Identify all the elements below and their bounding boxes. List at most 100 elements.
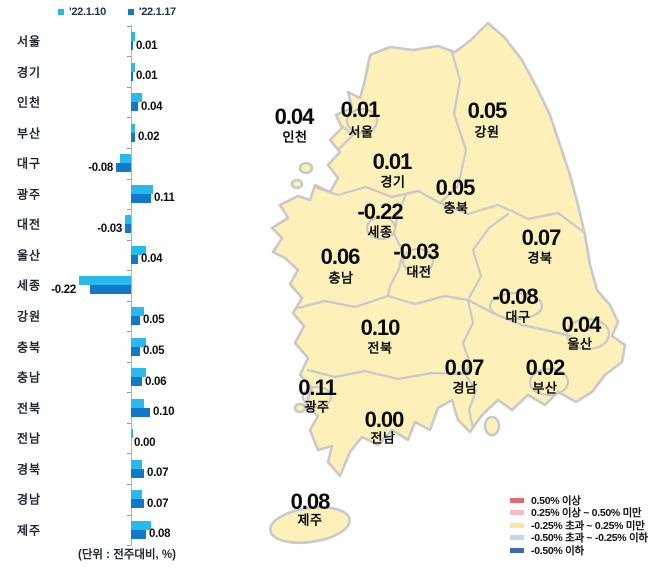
bar-category-label: 경기: [17, 65, 42, 80]
map-legend-swatch-icon: [510, 522, 524, 528]
map-border-gyeonggi-south: [313, 185, 442, 205]
bar-category-label: 전북: [17, 401, 42, 416]
map-region-value: 0.05: [435, 175, 476, 200]
chart-axis-tick: [127, 270, 131, 272]
map-island: [290, 178, 304, 190]
bar-week1: [131, 368, 146, 378]
map-border-chungbuk-gyeongbuk: [466, 212, 510, 302]
map-mainland-outline: [270, 21, 627, 478]
map-island-jeju: [269, 505, 351, 545]
bar-week1: [131, 429, 133, 439]
bar-week2: [131, 254, 138, 264]
chart-axis: [131, 25, 132, 546]
bar-category-label: 대구: [17, 156, 42, 171]
bar-value-label: -0.22: [51, 283, 76, 296]
map-legend-row: 0.50% 이상: [510, 494, 648, 507]
bar-week2: [131, 346, 140, 356]
bar-value-label: -0.08: [88, 161, 113, 174]
chart-axis-tick: [127, 239, 131, 241]
map-border-incheon: [337, 124, 355, 151]
bar-category-label: 인천: [17, 95, 42, 110]
map-region-name: 광주: [304, 399, 330, 415]
bar-week1: [131, 245, 146, 255]
bar-week1: [131, 32, 135, 41]
bar-week1: [125, 215, 131, 225]
bar-category-label: 충북: [17, 340, 42, 354]
bar-week2: [131, 407, 150, 417]
map-region-value: 0.01: [340, 97, 381, 122]
chart-axis-tick: [127, 117, 131, 119]
chart-axis-tick: [127, 514, 131, 516]
map-region-value: 0.02: [525, 355, 566, 380]
map-region-value: 0.07: [444, 355, 485, 380]
chart-axis-tick: [127, 453, 131, 455]
map-region-value: -0.22: [357, 199, 403, 224]
chart-axis-tick: [127, 178, 131, 180]
bar-week1: [131, 520, 151, 530]
map-border-gwangju: [301, 385, 333, 409]
bar-week1: [79, 276, 131, 286]
bar-week2: [131, 71, 133, 81]
map-region-value: 0.05: [467, 98, 508, 123]
bar-week1: [131, 123, 135, 133]
chart-legend-label: '22.1.17: [138, 6, 176, 18]
map-region-name: 부산: [532, 380, 558, 396]
bar-value-label: 0.07: [147, 467, 169, 480]
map-region-value: 0.04: [274, 104, 315, 129]
bar-week1: [131, 337, 146, 347]
map-legend-label: 0.50% 이상: [531, 494, 581, 507]
bar-category-label: 제주: [17, 523, 42, 538]
map-region-name: 충남: [328, 270, 354, 286]
unit-note: (단위 : 전주대비, %): [78, 549, 176, 561]
bar-value-label: 0.04: [141, 253, 163, 266]
map-region-value: 0.07: [521, 225, 562, 250]
bar-week1: [131, 490, 142, 500]
bar-category-label: 충남: [17, 370, 42, 385]
chart-axis-tick: [127, 209, 131, 210]
bar-week2: [125, 224, 131, 234]
map-border-gyeonggi-gangwon: [438, 50, 468, 205]
map-region-name: 강원: [474, 124, 500, 140]
bar-category-label: 광주: [17, 187, 42, 202]
map-border-gangwon-south: [438, 201, 587, 235]
map-region-name: 전남: [370, 430, 396, 446]
chart-legend-item: '22.1.17: [127, 6, 176, 18]
bar-week1: [131, 398, 144, 408]
chart-axis-tick: [127, 361, 131, 363]
map-region-name: 경남: [452, 380, 478, 396]
map-region-name: 인천: [282, 129, 308, 145]
chart-axis-tick: [127, 300, 131, 302]
map-island: [293, 402, 307, 414]
map-border-ulsan: [565, 317, 611, 351]
map-region-value: 0.11: [298, 375, 337, 400]
bar-value-label: 0.02: [138, 131, 160, 144]
map-region-name: 충북: [443, 200, 469, 216]
map-region-value: -0.03: [393, 239, 439, 264]
bar-week2: [131, 41, 133, 50]
bar-value-label: 0.04: [141, 100, 163, 113]
map-legend-label: -0.50% 초과 ~ -0.25% 이하: [531, 532, 648, 545]
bar-category-label: 서울: [17, 34, 42, 49]
map-color-legend: 0.50% 이상 0.25% 이상 ~ 0.50% 미만 -0.25% 초과 ~ 0…: [510, 494, 648, 557]
chart-legend-label: '22.1.10: [69, 6, 106, 18]
bar-week2: [90, 285, 131, 295]
map-region-value: 0.04: [561, 312, 602, 337]
bar-week2: [131, 499, 144, 509]
bar-value-label: 0.11: [154, 192, 175, 205]
map-region-name: 대전: [406, 264, 432, 280]
bar-week1: [131, 459, 142, 469]
legend-swatch-icon: [58, 9, 64, 15]
chart-axis-tick: [127, 331, 131, 333]
map-legend-swatch-icon: [510, 547, 524, 553]
bar-category-label: 울산: [17, 248, 42, 263]
map-legend-swatch-icon: [510, 535, 524, 541]
chart-axis-tick: [127, 392, 131, 394]
map-legend-label: 0.25% 이상 ~ 0.50% 미만: [531, 507, 642, 520]
bar-value-label: 0.07: [147, 497, 169, 510]
bar-category-label: 부산: [17, 126, 42, 141]
bar-value-label: -0.03: [97, 222, 122, 235]
bar-week1: [120, 154, 131, 164]
map-legend-swatch-icon: [510, 497, 524, 503]
map-border-seoul: [345, 107, 379, 135]
